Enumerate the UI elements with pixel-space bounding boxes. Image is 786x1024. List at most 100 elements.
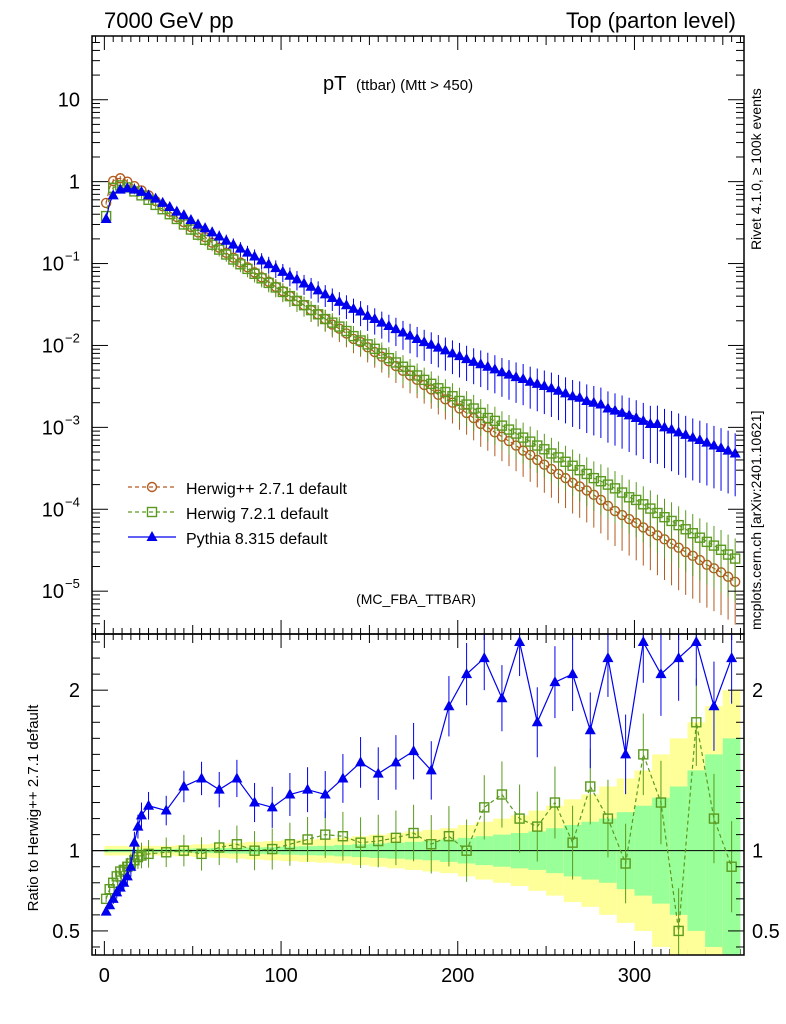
ratio-point (125, 860, 137, 871)
legend-marker (146, 481, 158, 493)
ratio-point (673, 652, 685, 663)
y-tick-exponent: −5 (65, 576, 80, 591)
legend-entry-herwig7: Herwig 7.2.1 default (128, 506, 329, 523)
data-point (595, 398, 607, 409)
process-label: Top (parton level) (566, 8, 736, 33)
data-point (107, 189, 119, 200)
data-point (482, 360, 494, 371)
ratio-point (408, 745, 420, 756)
data-point (291, 273, 303, 284)
data-point (171, 205, 183, 216)
ratio-point (302, 834, 313, 845)
ratio-point (549, 797, 561, 808)
y-tick-label: 10 (42, 254, 64, 276)
data-point (602, 402, 614, 413)
ratio-point (178, 845, 190, 856)
data-point (220, 234, 232, 245)
ratio-point (267, 843, 278, 855)
data-point (454, 350, 466, 361)
ratio-point (620, 748, 632, 759)
ratio-series-pythia (100, 634, 738, 916)
data-point (121, 182, 133, 193)
data-point (694, 434, 706, 445)
ratio-point (132, 851, 144, 863)
data-point (659, 512, 670, 523)
data-point (475, 358, 487, 369)
data-point (517, 372, 529, 383)
ratio-point (249, 845, 260, 856)
data-point (673, 426, 685, 437)
ratio-point (135, 809, 147, 820)
data-point (164, 201, 176, 212)
ratio-point (726, 652, 738, 663)
data-point (496, 366, 508, 377)
data-point (206, 226, 218, 237)
data-point (425, 338, 437, 349)
ratio-point (425, 764, 437, 775)
ratio-point (443, 831, 455, 842)
data-point (651, 417, 663, 428)
ratio-point (128, 836, 140, 847)
data-point (503, 368, 515, 379)
mcplots-label: mcplots.cern.ch [arXiv:2401.10621] (748, 411, 764, 630)
ratio-point (496, 789, 508, 800)
ratio-point (118, 876, 130, 887)
data-point (312, 284, 324, 295)
legend-symbol-pythia (128, 531, 176, 541)
ratio-y-tick-label: 0.5 (52, 921, 80, 943)
ratio-point (426, 839, 437, 850)
data-point (348, 302, 360, 313)
ratio-point (373, 835, 384, 847)
ratio-point (121, 870, 133, 881)
ratio-point (637, 636, 649, 647)
ratio-point (549, 676, 561, 687)
ratio-point (443, 700, 455, 711)
data-point (199, 222, 211, 233)
ratio-point (585, 781, 596, 792)
ratio-point (514, 813, 525, 824)
data-point (213, 230, 225, 241)
ratio-point (231, 772, 243, 783)
data-point (680, 428, 692, 439)
x-tick-label: 100 (264, 965, 297, 987)
data-point (524, 375, 536, 386)
y-tick-label: 10 (42, 581, 64, 603)
data-point (439, 344, 451, 355)
x-tick-label: 200 (441, 965, 474, 987)
data-point (100, 212, 112, 223)
data-point (567, 390, 579, 401)
data-point (185, 214, 197, 225)
ratio-point (514, 636, 526, 647)
ratio-point (249, 796, 261, 807)
series-pythia (100, 182, 741, 497)
data-point (432, 341, 444, 352)
data-point (588, 396, 600, 407)
data-point (644, 417, 656, 428)
data-point (658, 421, 670, 432)
data-point (178, 209, 190, 220)
data-point (135, 185, 147, 196)
data-point (249, 250, 261, 261)
ratio-point (531, 716, 543, 727)
data-point (298, 277, 310, 288)
ratio-point (143, 848, 154, 860)
data-point (545, 382, 557, 393)
data-point (602, 479, 614, 490)
plot-title-main: pT (323, 73, 346, 95)
ratio-point (691, 717, 702, 728)
data-point (623, 492, 635, 503)
data-point (630, 412, 642, 423)
ratio-y-tick-label: 2 (69, 680, 80, 702)
data-point (362, 309, 374, 320)
data-point (708, 439, 720, 450)
ratio-point (104, 883, 115, 895)
ratio-point (478, 652, 490, 663)
data-point (369, 313, 381, 324)
energy-label: 7000 GeV pp (104, 8, 234, 33)
ratio-point (320, 829, 331, 840)
legend-symbol-herwig7 (128, 506, 176, 518)
y-tick-label: 10 (42, 417, 64, 439)
data-point (397, 326, 409, 337)
series-line-herwig7 (105, 184, 736, 560)
data-point (192, 218, 204, 229)
